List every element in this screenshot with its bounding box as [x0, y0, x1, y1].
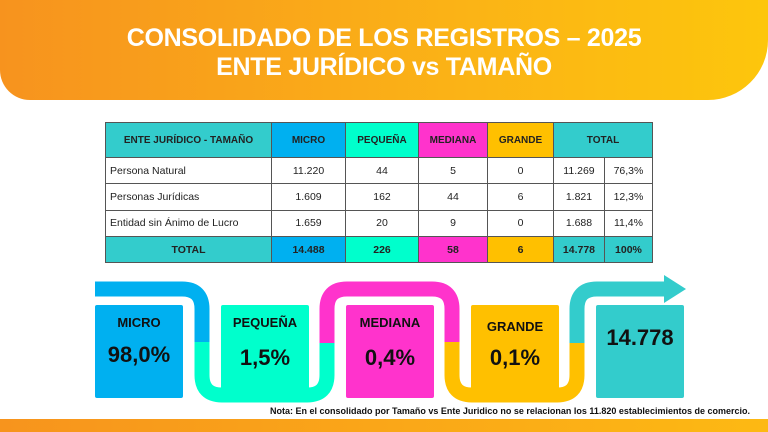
header-total: TOTAL: [553, 122, 653, 158]
card-label: MICRO: [117, 315, 161, 330]
total-mediana: 58: [418, 235, 488, 264]
arrow-head-icon: [664, 275, 686, 303]
row-label: Personas Jurídicas: [105, 183, 272, 211]
row-label: Persona Natural: [105, 156, 272, 185]
cell-pequena: 44: [345, 156, 419, 185]
table-row: Entidad sin Ánimo de Lucro 1.659 20 9 0 …: [105, 209, 654, 237]
bottom-bar: [0, 419, 768, 432]
summary-table: ENTE JURÍDICO - TAMAÑO MICRO PEQUEÑA MED…: [105, 122, 654, 264]
total-total: 14.778: [553, 235, 605, 264]
footnote: Nota: En el consolidado por Tamaño vs En…: [270, 406, 750, 416]
row-label: Entidad sin Ánimo de Lucro: [105, 209, 272, 237]
table-header-row: ENTE JURÍDICO - TAMAÑO MICRO PEQUEÑA MED…: [105, 122, 653, 158]
card-label: MEDIANA: [359, 315, 421, 330]
card-label: PEQUEÑA: [232, 315, 298, 330]
header-micro: MICRO: [271, 122, 346, 158]
card-pequena: PEQUEÑA 1,5%: [221, 305, 309, 398]
table-row: Personas Jurídicas 1.609 162 44 6 1.821 …: [105, 183, 654, 211]
ribbon-mediana: [319, 281, 460, 343]
title-line2: ENTE JURÍDICO vs TAMAÑO: [216, 53, 552, 81]
cell-pct: 12,3%: [603, 183, 654, 211]
total-label: TOTAL: [105, 235, 272, 264]
cell-mediana: 9: [418, 209, 488, 237]
card-label: GRANDE: [486, 319, 544, 334]
card-mediana: MEDIANA 0,4%: [346, 305, 434, 398]
total-pct: 100%: [603, 235, 654, 264]
card-value: 98,0%: [107, 342, 171, 367]
card-grande: GRANDE 0,1%: [471, 305, 559, 398]
title-line1: CONSOLIDADO DE LOS REGISTROS – 2025: [126, 24, 642, 52]
table-total-row: TOTAL 14.488 226 58 6 14.778 100%: [105, 235, 654, 264]
total-grande: 6: [487, 235, 554, 264]
cell-pct: 76,3%: [603, 156, 654, 185]
header-mediana: MEDIANA: [418, 122, 488, 158]
title-banner: CONSOLIDADO DE LOS REGISTROS – 2025 ENTE…: [0, 0, 768, 100]
table-row: Persona Natural 11.220 44 5 0 11.269 76,…: [105, 156, 654, 185]
cell-pequena: 162: [345, 183, 419, 211]
ribbon-total: [569, 281, 667, 343]
card-value: 14.778: [606, 325, 674, 350]
total-micro: 14.488: [271, 235, 346, 264]
card-value: 1,5%: [239, 345, 291, 370]
card-value: 0,4%: [364, 345, 416, 370]
cell-total: 1.688: [553, 209, 605, 237]
header-pequena: PEQUEÑA: [345, 122, 419, 158]
cell-micro: 1.659: [271, 209, 346, 237]
card-total: 14.778: [596, 305, 684, 398]
header-grande: GRANDE: [487, 122, 554, 158]
card-micro: MICRO 98,0%: [95, 305, 183, 398]
card-value: 0,1%: [489, 345, 541, 370]
cell-micro: 1.609: [271, 183, 346, 211]
ribbon-micro: [95, 281, 210, 343]
cell-grande: 6: [487, 183, 554, 211]
total-pequena: 226: [345, 235, 419, 264]
